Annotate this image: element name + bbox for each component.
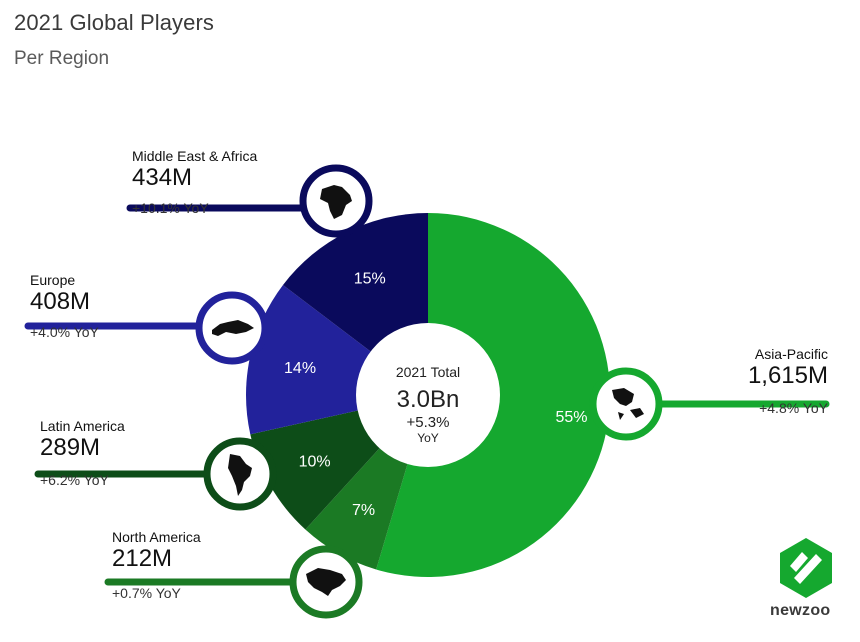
region-label-mea: Middle East & Africa 434M +10.1% YoY bbox=[132, 148, 257, 216]
region-players: 1,615M bbox=[747, 362, 828, 389]
center-growth: +5.3% bbox=[407, 414, 450, 431]
region-name: Asia-Pacific bbox=[754, 346, 828, 362]
region-players: 408M bbox=[30, 288, 91, 315]
region-yoy: +6.2% YoY bbox=[40, 471, 109, 488]
donut-center bbox=[356, 323, 500, 467]
map-silhouette bbox=[212, 320, 254, 336]
region-name: North America bbox=[112, 529, 201, 545]
region-players: 289M bbox=[40, 434, 101, 461]
region-label-europe: Europe 408M +4.0% YoY bbox=[30, 272, 99, 340]
region-yoy: +10.1% YoY bbox=[132, 199, 209, 216]
page-title: 2021 Global Players bbox=[14, 10, 215, 35]
newzoo-logo-text: newzoo bbox=[770, 602, 831, 619]
slice-percent-label: 7% bbox=[352, 502, 375, 519]
newzoo-logo-icon bbox=[780, 538, 832, 598]
slice-percent-label: 14% bbox=[284, 360, 316, 377]
map-silhouette bbox=[612, 388, 644, 420]
region-players: 212M bbox=[112, 545, 173, 572]
slice-percent-label: 15% bbox=[354, 271, 386, 288]
slice-percent-label: 10% bbox=[299, 454, 331, 471]
center-growth-unit: YoY bbox=[417, 431, 439, 445]
region-name: Europe bbox=[30, 272, 76, 288]
region-label-apac: Asia-Pacific 1,615M +4.8% YoY bbox=[748, 346, 828, 416]
page-subtitle: Per Region bbox=[14, 48, 110, 69]
center-total-value: 3.0Bn bbox=[397, 386, 460, 413]
region-players: 434M bbox=[132, 164, 193, 191]
region-name: Latin America bbox=[40, 418, 125, 434]
map-silhouette bbox=[320, 185, 352, 219]
region-label-latam: Latin America 289M +6.2% YoY bbox=[40, 418, 125, 488]
map-silhouette bbox=[306, 568, 346, 596]
region-yoy: +4.8% YoY bbox=[759, 399, 828, 416]
map-silhouette bbox=[228, 454, 252, 496]
region-yoy: +0.7% YoY bbox=[112, 584, 181, 601]
region-yoy: +4.0% YoY bbox=[30, 323, 99, 340]
center-total-label: 2021 Total bbox=[396, 364, 460, 380]
slice-percent-label: 55% bbox=[555, 409, 587, 426]
region-label-na: North America 212M +0.7% YoY bbox=[112, 529, 201, 601]
region-name: Middle East & Africa bbox=[132, 148, 258, 164]
